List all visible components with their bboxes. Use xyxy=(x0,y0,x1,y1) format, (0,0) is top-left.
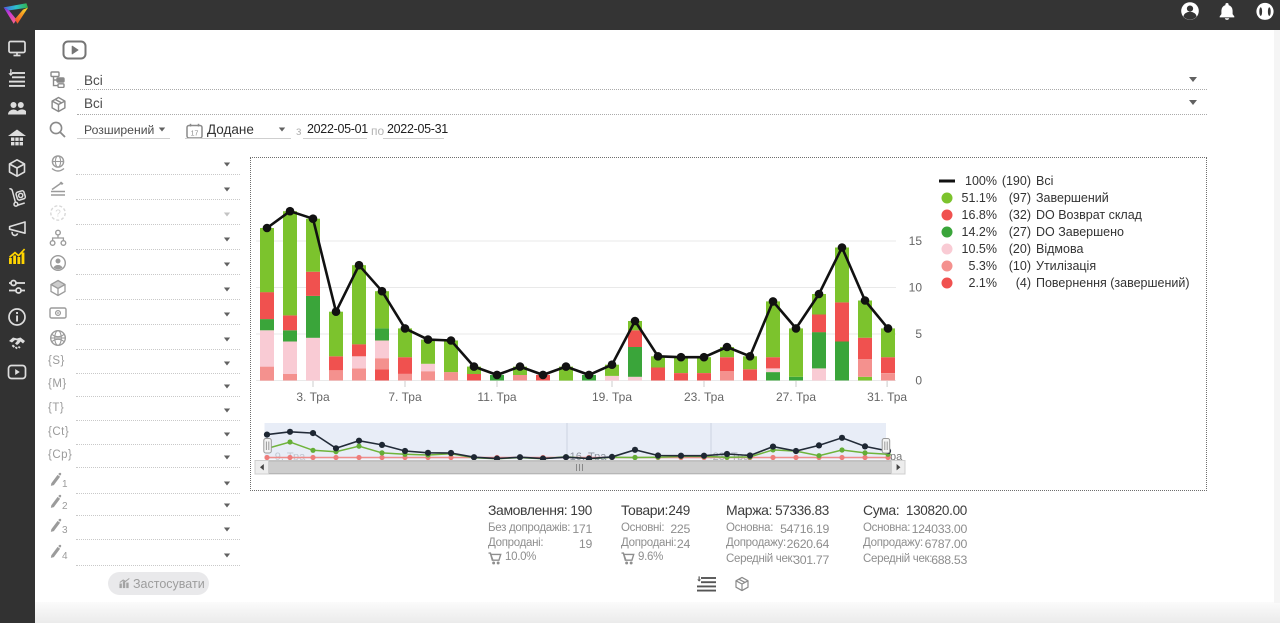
svg-text:(97): (97) xyxy=(1009,191,1031,205)
svg-text:?: ? xyxy=(55,209,61,220)
svg-text:(27): (27) xyxy=(1009,225,1031,239)
svg-text:Утилізація: Утилізація xyxy=(1036,259,1096,273)
svg-text:Повернення (завершений): Повернення (завершений) xyxy=(1036,276,1190,290)
svg-text:7. Тра: 7. Тра xyxy=(388,390,422,404)
svg-text:(4): (4) xyxy=(1016,276,1031,290)
svg-text:Відмова: Відмова xyxy=(1036,242,1083,256)
svg-text:17: 17 xyxy=(191,131,199,138)
svg-text:Всі: Всі xyxy=(1036,174,1053,188)
svg-text:DO Возврат склад: DO Возврат склад xyxy=(1036,208,1143,222)
svg-text:2.1%: 2.1% xyxy=(969,276,998,290)
svg-text:31. Тра: 31. Тра xyxy=(867,390,907,404)
svg-text:14.2%: 14.2% xyxy=(962,225,997,239)
svg-text:16.8%: 16.8% xyxy=(962,208,997,222)
svg-text:(190): (190) xyxy=(1002,174,1031,188)
svg-text:27. Тра: 27. Тра xyxy=(776,390,816,404)
svg-text:19. Тра: 19. Тра xyxy=(592,390,632,404)
svg-text:DO Завершено: DO Завершено xyxy=(1036,225,1124,239)
svg-text:0: 0 xyxy=(915,374,922,388)
svg-text:15: 15 xyxy=(909,234,923,248)
svg-text:11. Тра: 11. Тра xyxy=(477,390,516,404)
svg-text:23. Тра: 23. Тра xyxy=(684,390,724,404)
svg-text:100%: 100% xyxy=(965,174,997,188)
svg-text:10.5%: 10.5% xyxy=(962,242,997,256)
svg-text:5.3%: 5.3% xyxy=(969,259,998,273)
svg-text:(32): (32) xyxy=(1009,208,1031,222)
svg-text:10: 10 xyxy=(909,281,923,295)
svg-text:3. Тра: 3. Тра xyxy=(296,390,330,404)
svg-text:(10): (10) xyxy=(1009,259,1031,273)
svg-text:Завершений: Завершений xyxy=(1036,191,1109,205)
svg-text:5: 5 xyxy=(915,327,922,341)
svg-text:51.1%: 51.1% xyxy=(962,191,997,205)
svg-text:(20): (20) xyxy=(1009,242,1031,256)
